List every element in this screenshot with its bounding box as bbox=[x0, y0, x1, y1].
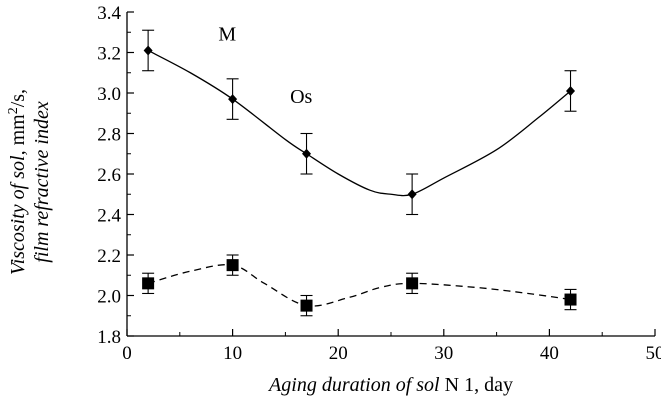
series-1-line bbox=[147, 49, 571, 197]
annotations: M Os bbox=[218, 23, 312, 108]
x-axis-label: Aging duration of sol N 1, day bbox=[267, 374, 513, 396]
annotation-m: M bbox=[218, 23, 236, 45]
series-2-point bbox=[406, 277, 419, 290]
y-axis-label-sup: 2 bbox=[6, 107, 21, 114]
svg-text:Viscosity of sol, mm2/s,: Viscosity of sol, mm2/s, bbox=[6, 89, 29, 275]
x-tick-label: 0 bbox=[122, 343, 132, 364]
y-axis-label-unit: mm bbox=[7, 114, 29, 151]
error-bars bbox=[142, 29, 577, 317]
y-tick-label: 2.4 bbox=[97, 206, 121, 227]
series-2-point bbox=[142, 277, 155, 290]
series-1-point bbox=[566, 85, 576, 96]
x-tick-label: 50 bbox=[646, 343, 661, 364]
y-axis-label-line1: Viscosity of sol, bbox=[7, 150, 29, 275]
annotation-os: Os bbox=[290, 86, 312, 108]
y-tick-label: 2.8 bbox=[97, 125, 121, 146]
axes-frame bbox=[126, 12, 655, 337]
y-tick-label: 3.2 bbox=[97, 44, 121, 65]
series-2-point bbox=[226, 259, 239, 272]
y-axis-label-line2: film refractive index bbox=[31, 101, 53, 263]
y-tick-label: 2.0 bbox=[97, 287, 121, 308]
x-tick-label: 40 bbox=[540, 343, 559, 364]
y-tick-label: 1.8 bbox=[97, 327, 121, 348]
series-2-point bbox=[564, 293, 577, 306]
series-1-point bbox=[228, 94, 238, 105]
y-tick-label: 2.2 bbox=[97, 246, 121, 267]
axis-ticks: 1.8 2.0 2.2 2.4 2.6 2.8 3.0 3.2 3.4 0 10 20 30 40 50 bbox=[97, 3, 661, 364]
y-axis-label-tail: /s, bbox=[7, 89, 29, 107]
x-tick-label: 30 bbox=[434, 343, 453, 364]
y-tick-label: 3.4 bbox=[97, 3, 121, 24]
series-curves bbox=[147, 49, 571, 307]
y-tick-label: 2.6 bbox=[97, 165, 121, 186]
x-tick-label: 20 bbox=[329, 343, 348, 364]
series-2-point bbox=[300, 299, 313, 312]
series-1-point bbox=[143, 45, 153, 56]
series-1-point bbox=[302, 148, 312, 159]
series-2-line bbox=[147, 264, 571, 307]
y-axis-label: Viscosity of sol, mm2/s, film refractive… bbox=[6, 89, 53, 275]
series-1-point bbox=[407, 189, 417, 200]
x-tick-label: 10 bbox=[223, 343, 242, 364]
data-markers bbox=[142, 45, 577, 312]
y-tick-label: 3.0 bbox=[97, 84, 121, 105]
